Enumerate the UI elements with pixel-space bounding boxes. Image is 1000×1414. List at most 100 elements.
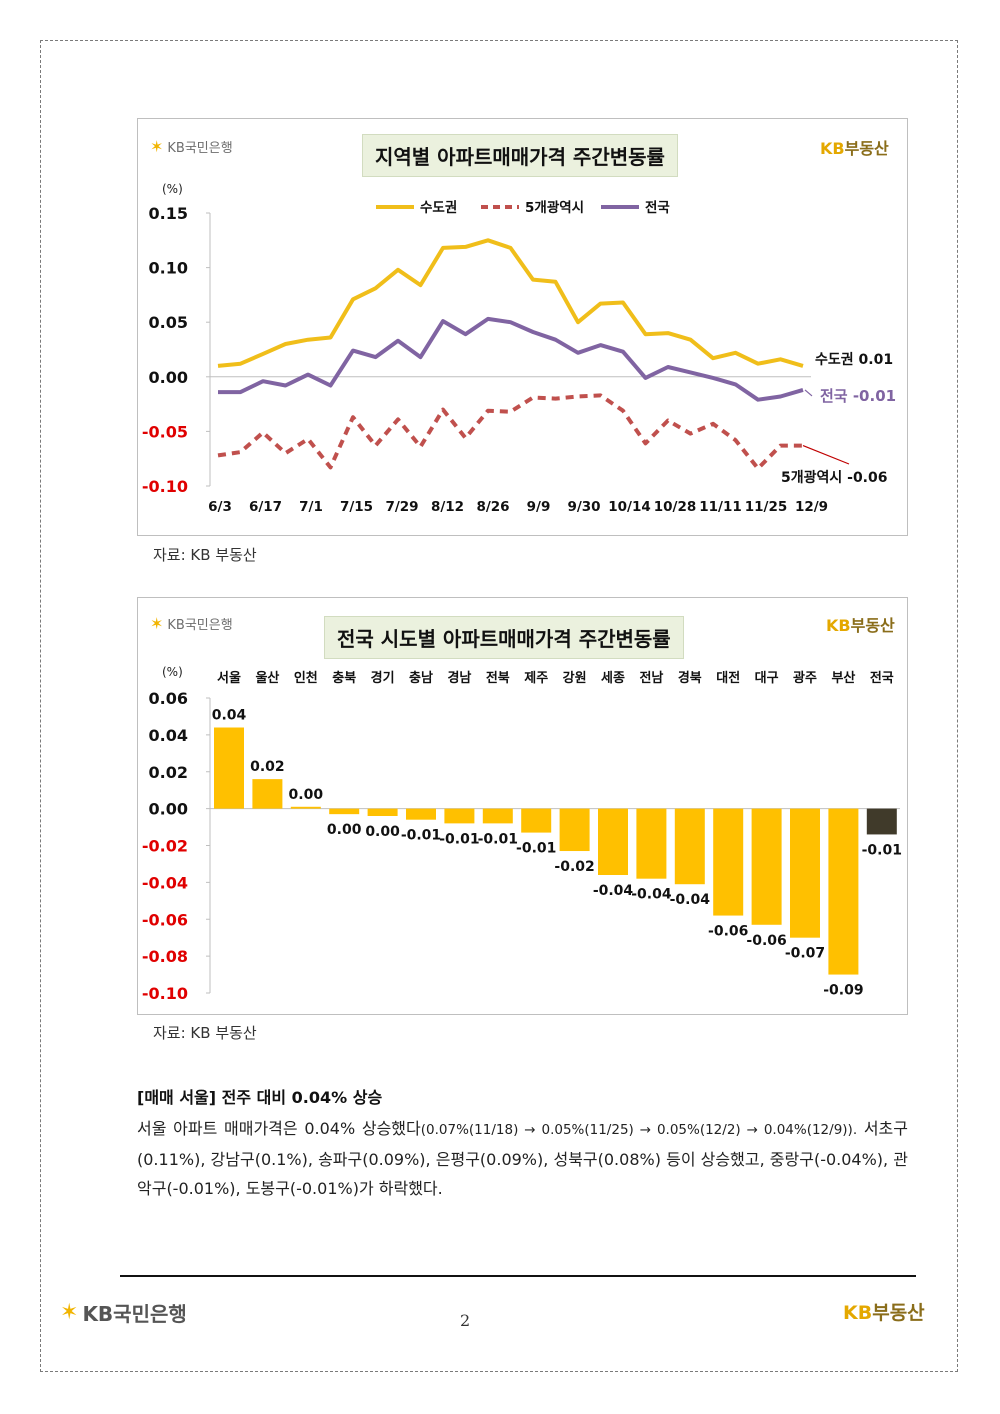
kb-realestate-suffix: 부동산 bbox=[850, 616, 895, 635]
category-label: 전북 bbox=[486, 670, 510, 686]
bar-세종 bbox=[598, 808, 628, 875]
category-label: 울산 bbox=[255, 670, 279, 686]
x-tick-label: 10/14 bbox=[608, 499, 651, 515]
section-paragraph: 서울 아파트 매매가격은 0.04% 상승했다(0.07%(11/18) → 0… bbox=[137, 1114, 908, 1203]
paragraph-part-c: 서초구(0.11%), 강남구(0.1%), 송파구(0.09%), 은평구(0… bbox=[137, 1119, 908, 1198]
bar-value-label: -0.01 bbox=[516, 841, 556, 857]
y-tick-label: 0.02 bbox=[149, 763, 188, 782]
bar-충남 bbox=[406, 808, 436, 820]
x-tick-label: 12/9 bbox=[795, 499, 828, 515]
kb-realestate-logo: KB부동산 bbox=[820, 135, 889, 159]
line-chart-plot: (%) 0.15 0.10 0.05 0.00 -0.05 -0.10 6/3 6/17 7/1 7… bbox=[142, 182, 896, 515]
bar-value-label: -0.07 bbox=[785, 946, 825, 962]
bar-chart-plot: 0.060.040.020.00-0.02-0.04-0.06-0.08-0.1… bbox=[142, 665, 902, 1003]
bar-부산 bbox=[828, 808, 859, 975]
x-tick-label: 11/11 bbox=[699, 499, 742, 515]
bar-제주 bbox=[521, 808, 552, 833]
bar-경남 bbox=[444, 808, 475, 824]
source-note-1: 자료: KB 부동산 bbox=[153, 546, 257, 564]
kb-star-icon: ✶ bbox=[150, 137, 164, 156]
end-label-national-value: -0.01 bbox=[853, 387, 896, 405]
x-tick-label: 7/29 bbox=[385, 499, 418, 515]
x-tick-label: 9/30 bbox=[567, 499, 600, 515]
footer-kb-bank-text: KB국민은행 bbox=[82, 1302, 187, 1326]
kb-bank-logo: ✶ KB국민은행 bbox=[150, 137, 233, 156]
x-tick-label: 9/9 bbox=[527, 499, 551, 515]
section-heading: [매매 서울] 전주 대비 0.04% 상승 bbox=[137, 1088, 383, 1107]
category-label: 세종 bbox=[601, 671, 625, 686]
category-label: 전국 bbox=[870, 670, 894, 686]
y-tick-label: -0.05 bbox=[142, 422, 188, 441]
kb-realestate-prefix: KB bbox=[826, 616, 851, 635]
end-label-national: 전국 -0.01 bbox=[820, 387, 896, 405]
x-tick-label: 10/28 bbox=[654, 499, 697, 515]
y-unit-label: (%) bbox=[162, 182, 183, 196]
bar-전남 bbox=[636, 808, 667, 879]
bar-울산 bbox=[252, 779, 283, 809]
footer-kb-suffix: 부동산 bbox=[872, 1302, 925, 1324]
bar-value-label: 0.02 bbox=[250, 759, 285, 775]
kb-star-icon: ✶ bbox=[150, 614, 164, 633]
kb-bank-logo: ✶ KB국민은행 bbox=[150, 614, 233, 633]
y-tick-label: 0.05 bbox=[149, 313, 188, 332]
bar-경북 bbox=[674, 808, 705, 885]
bar-value-label: -0.06 bbox=[746, 933, 786, 949]
bar-인천 bbox=[290, 806, 321, 809]
leader-line-national bbox=[804, 389, 813, 397]
footer-kb-realestate-logo: KB부동산 bbox=[843, 1298, 925, 1325]
kb-bank-logo-text: KB국민은행 bbox=[167, 618, 233, 633]
category-label: 대전 bbox=[716, 670, 740, 686]
bar-value-label: -0.04 bbox=[670, 892, 711, 908]
bar-광주 bbox=[790, 808, 820, 938]
line-chart-title: 지역별 아파트매매가격 주간변동률 bbox=[362, 134, 678, 177]
end-label-capital: 수도권 0.01 bbox=[815, 352, 893, 368]
x-tick-label: 8/26 bbox=[476, 499, 509, 515]
bar-전국 bbox=[866, 808, 897, 835]
x-tick-label: 11/25 bbox=[745, 499, 788, 515]
legend-label: 전국 bbox=[645, 199, 670, 216]
category-label: 대구 bbox=[755, 671, 779, 686]
bar-충북 bbox=[329, 808, 360, 815]
legend-label: 5개광역시 bbox=[525, 199, 584, 216]
y-tick-label: 0.10 bbox=[149, 259, 188, 278]
bar-value-label: -0.01 bbox=[862, 842, 902, 858]
footer-kb-prefix: KB bbox=[843, 1302, 873, 1324]
x-tick-label: 8/12 bbox=[431, 499, 464, 515]
bar-value-label: 0.00 bbox=[365, 824, 400, 840]
bar-value-label: -0.04 bbox=[593, 883, 634, 899]
category-label: 인천 bbox=[294, 670, 318, 686]
bar-value-label: -0.04 bbox=[631, 887, 672, 903]
bar-서울 bbox=[214, 727, 244, 809]
series-line-capital bbox=[217, 238, 804, 368]
category-label: 강원 bbox=[563, 670, 587, 686]
kb-realestate-prefix: KB bbox=[820, 139, 845, 158]
kb-bank-logo-text: KB국민은행 bbox=[167, 141, 233, 156]
category-label: 경기 bbox=[371, 670, 395, 686]
y-tick-label: 0.15 bbox=[149, 204, 188, 223]
y-unit-label: (%) bbox=[162, 665, 183, 679]
paragraph-part-a: 서울 아파트 매매가격은 0.04% 상승했다 bbox=[137, 1119, 421, 1138]
category-label: 부산 bbox=[831, 670, 855, 686]
series-line-metro5 bbox=[217, 393, 803, 471]
kb-star-icon: ✶ bbox=[60, 1300, 79, 1325]
leader-line-metro5 bbox=[802, 445, 850, 465]
bar-전북 bbox=[482, 808, 513, 824]
y-tick-label: -0.04 bbox=[142, 873, 188, 892]
category-label: 전남 bbox=[639, 670, 663, 686]
kb-realestate-suffix: 부동산 bbox=[844, 139, 889, 158]
bar-대전 bbox=[713, 808, 744, 916]
y-tick-label: -0.10 bbox=[142, 477, 188, 496]
bar-value-label: -0.01 bbox=[439, 831, 479, 847]
x-tick-label: 6/3 bbox=[208, 499, 232, 515]
series-line-national bbox=[218, 316, 804, 402]
bar-chart-title: 전국 시도별 아파트매매가격 주간변동률 bbox=[324, 616, 684, 659]
category-label: 경남 bbox=[447, 670, 471, 686]
end-label-metro5: 5개광역시 -0.06 bbox=[781, 469, 888, 486]
category-label: 광주 bbox=[793, 671, 817, 686]
y-tick-label: 0.00 bbox=[149, 800, 188, 819]
y-tick-label: 0.04 bbox=[149, 726, 188, 745]
x-tick-label: 7/1 bbox=[299, 499, 323, 515]
bar-value-label: -0.01 bbox=[401, 828, 441, 844]
y-tick-label: -0.02 bbox=[142, 837, 188, 856]
bar-value-label: -0.09 bbox=[823, 983, 863, 999]
